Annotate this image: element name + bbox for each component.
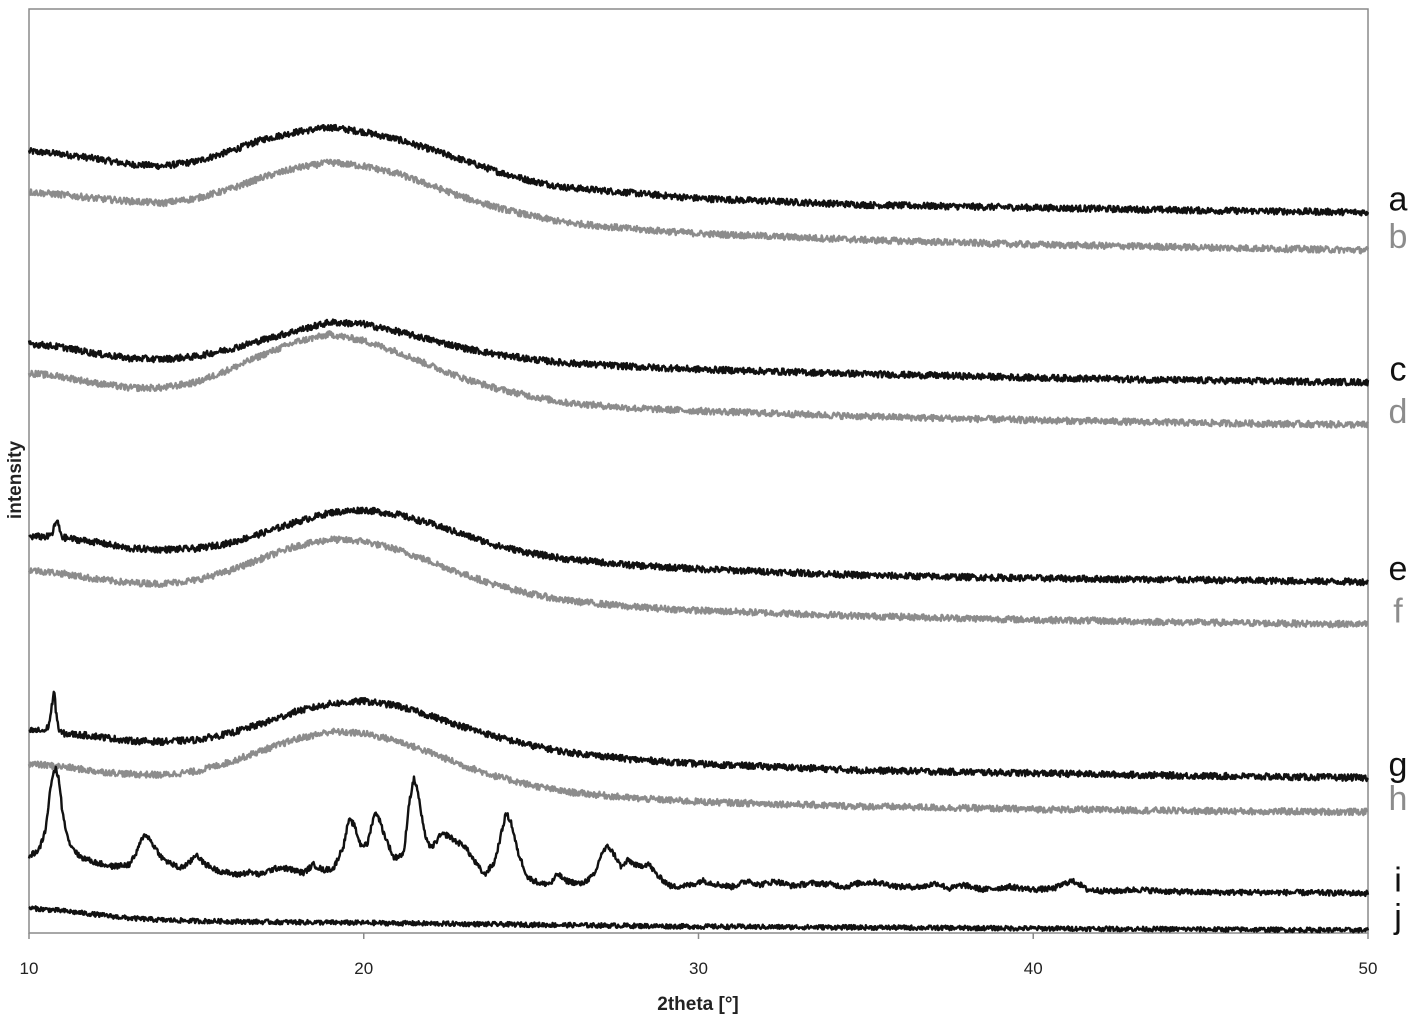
x-tick-label: 30	[689, 959, 708, 978]
x-axis-label: 2theta [°]	[657, 994, 739, 1015]
y-axis-label: intensity	[5, 441, 26, 520]
series-line-h	[27, 727, 1369, 817]
series-label-c: c	[1390, 350, 1407, 388]
series-label-j: j	[1393, 898, 1402, 936]
x-tick-layer: 10 20 30 40 50	[20, 933, 1378, 978]
series-line-e	[28, 506, 1369, 587]
x-tick-label: 10	[20, 959, 39, 978]
series-line-i	[27, 765, 1370, 898]
x-tick-label: 50	[1359, 959, 1378, 978]
series-label-g: g	[1389, 746, 1408, 784]
series-label-d: d	[1389, 393, 1408, 431]
x-tick-label: 40	[1024, 959, 1043, 978]
series-line-j	[28, 905, 1370, 934]
x-tick-label: 20	[354, 959, 373, 978]
series-label-f: f	[1393, 592, 1403, 630]
series-line-d	[27, 330, 1370, 429]
series-label-h: h	[1389, 780, 1408, 818]
series-label-i: i	[1394, 861, 1402, 899]
series-layer	[27, 123, 1370, 934]
series-line-b	[28, 158, 1370, 255]
series-label-layer: ab cd ef gh ij	[1389, 180, 1408, 936]
series-line-c	[27, 318, 1370, 387]
series-label-a: a	[1389, 180, 1408, 218]
series-line-f	[27, 535, 1369, 629]
series-label-e: e	[1389, 550, 1408, 588]
series-label-b: b	[1389, 218, 1408, 256]
series-line-a	[27, 123, 1370, 217]
series-line-g	[28, 690, 1370, 783]
